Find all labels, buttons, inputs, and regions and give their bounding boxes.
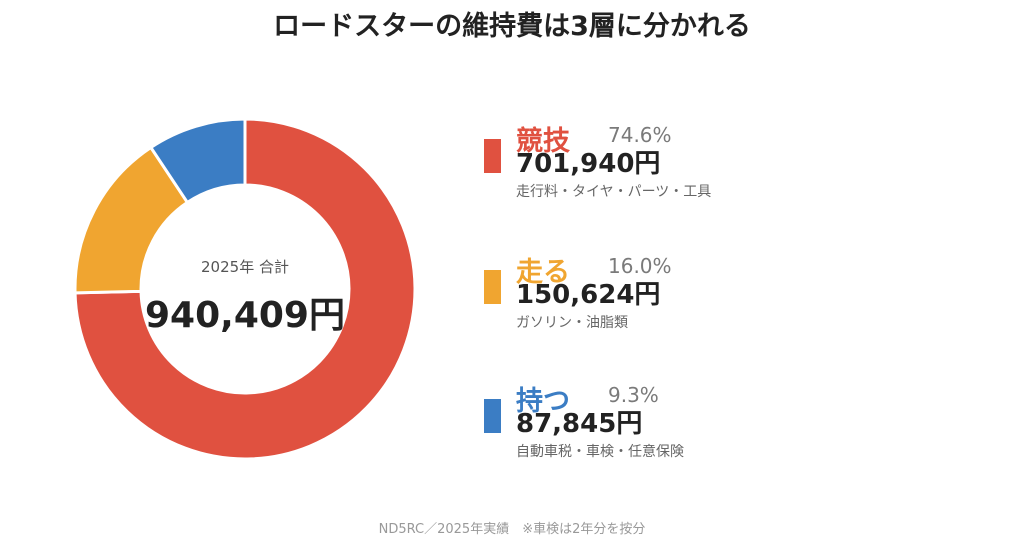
chart-title: ロードスターの維持費は3層に分かれる: [273, 11, 751, 42]
legend-name: 走る: [516, 257, 570, 288]
legend-amount: 87,845円: [516, 409, 643, 439]
slice-ownership: [148, 117, 247, 205]
legend-amount: 701,940円: [516, 149, 661, 179]
center-total-value: 940,409円: [145, 295, 345, 336]
legend-percent: 9.3%: [608, 383, 659, 407]
center-total-label: 2025年 合計: [201, 258, 289, 276]
legend-percent: 16.0%: [608, 254, 672, 278]
legend-amount: 150,624円: [516, 280, 661, 310]
legend-description: 自動車税・車検・任意保険: [516, 444, 684, 460]
legend-description: 走行料・タイヤ・パーツ・工具: [516, 184, 712, 200]
slice-competition: [73, 117, 417, 461]
legend-percent: 74.6%: [608, 123, 672, 147]
legend-swatch: [484, 139, 501, 173]
footnote: ND5RC／2025年実績 ※車検は2年分を按分: [378, 522, 646, 537]
legend-name: 持つ: [516, 386, 570, 417]
legend-item-driving: 走る 16.0% 150,624円 ガソリン・油脂類: [484, 254, 784, 346]
legend-swatch: [484, 399, 501, 433]
legend-description: ガソリン・油脂類: [516, 315, 628, 331]
legend-item-ownership: 持つ 9.3% 87,845円 自動車税・車検・任意保険: [484, 383, 784, 475]
legend-item-competition: 競技 74.6% 701,940円 走行料・タイヤ・パーツ・工具: [484, 123, 784, 215]
legend-name: 競技: [516, 126, 570, 157]
legend-swatch: [484, 270, 501, 304]
